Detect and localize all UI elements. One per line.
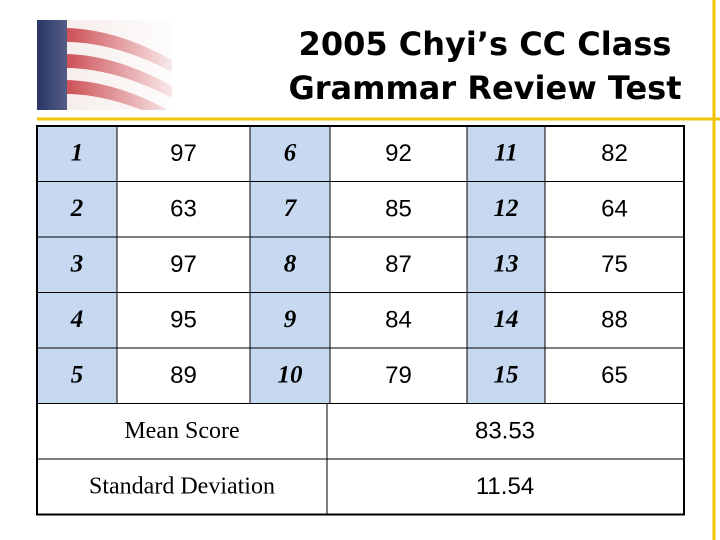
question-number: 8 [284,250,297,277]
title: 2005 Chyi’s CC Class [299,25,672,63]
table-border [36,125,685,516]
score: 88 [601,307,628,334]
question-number: 7 [284,195,298,222]
score-cell [116,236,251,293]
score: 63 [170,196,197,223]
id-cell [36,347,118,404]
question-number: 15 [494,361,519,388]
summary-label: Mean Score [124,418,239,444]
id-cell [249,292,331,349]
score: 75 [601,251,628,278]
id-cell [249,236,331,293]
score-cell [116,347,251,404]
score-cell [544,181,685,238]
summary-label: Standard Deviation [89,473,275,499]
summary-value: 83.53 [475,418,535,445]
question-number: 2 [70,195,84,222]
score: 87 [385,251,412,278]
id-cell [36,292,118,349]
score-cell [116,292,251,349]
score-cell [116,125,251,182]
question-number: 4 [70,306,84,333]
question-number: 3 [70,250,84,277]
id-cell [36,181,118,238]
score: 84 [385,307,412,334]
score: 82 [601,140,628,167]
question-number: 12 [494,195,519,222]
table: 1 97 6 92 11 82 2 63 7 85 12 64 3 97 8 87 13 75 4 95 9 84 14 88… [36,125,685,516]
id-cell [466,292,546,349]
score: 95 [170,307,197,334]
question-number: 5 [71,361,84,388]
summary-value-cell [326,403,685,460]
summary-value-cell [326,458,685,515]
question-number: 1 [71,139,84,166]
question-number: 13 [494,250,519,277]
score-cell [329,236,468,293]
id-cell [466,236,546,293]
question-number: 14 [494,306,519,333]
score: 64 [601,196,628,223]
flag-image [37,20,172,110]
id-cell [466,347,546,404]
score-cell [116,181,251,238]
title: Grammar Review Test [288,69,681,107]
score: 65 [601,362,628,389]
summary-label-cell [36,458,328,515]
score: 85 [385,196,412,223]
score: 89 [170,362,197,389]
question-number: 6 [284,139,297,166]
score: 92 [385,140,412,167]
score: 97 [170,251,197,278]
score: 79 [385,362,412,389]
score-cell [544,236,685,293]
summary-value: 11.54 [476,473,534,500]
question-number: 10 [278,361,304,388]
question-number: 9 [284,306,297,333]
id-cell [466,181,546,238]
question-number: 11 [494,139,518,166]
score: 97 [170,140,197,167]
id-cell [249,347,331,404]
